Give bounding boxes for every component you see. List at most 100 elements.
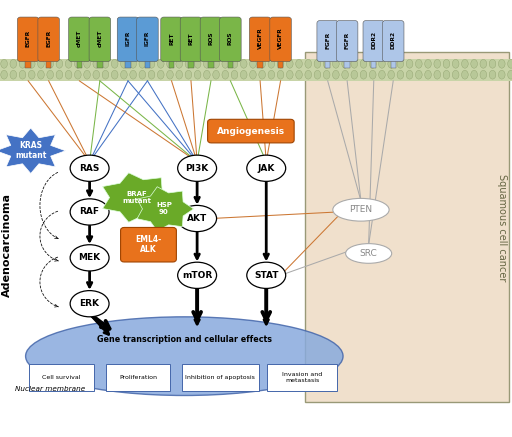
Ellipse shape xyxy=(176,59,182,68)
Text: RAS: RAS xyxy=(79,164,100,173)
Ellipse shape xyxy=(507,70,512,79)
Ellipse shape xyxy=(70,199,109,225)
FancyBboxPatch shape xyxy=(391,59,396,68)
Ellipse shape xyxy=(388,59,394,68)
Ellipse shape xyxy=(130,59,136,68)
Ellipse shape xyxy=(379,70,385,79)
Text: ROS: ROS xyxy=(228,32,233,45)
Text: VEGFR: VEGFR xyxy=(278,28,283,49)
Ellipse shape xyxy=(130,70,136,79)
Ellipse shape xyxy=(37,70,44,79)
Ellipse shape xyxy=(1,59,7,68)
FancyBboxPatch shape xyxy=(38,17,59,62)
Ellipse shape xyxy=(66,59,72,68)
FancyBboxPatch shape xyxy=(305,52,509,402)
FancyBboxPatch shape xyxy=(188,59,194,68)
Ellipse shape xyxy=(480,59,486,68)
FancyBboxPatch shape xyxy=(200,17,222,62)
Ellipse shape xyxy=(47,70,54,79)
Ellipse shape xyxy=(259,70,265,79)
Text: ERK: ERK xyxy=(79,299,100,308)
Text: cMET: cMET xyxy=(77,30,82,47)
FancyBboxPatch shape xyxy=(208,119,294,143)
Ellipse shape xyxy=(342,70,348,79)
Ellipse shape xyxy=(351,59,357,68)
Ellipse shape xyxy=(268,59,274,68)
Ellipse shape xyxy=(471,59,477,68)
FancyBboxPatch shape xyxy=(325,59,330,68)
Text: IGFR: IGFR xyxy=(145,31,150,46)
Ellipse shape xyxy=(139,70,145,79)
Ellipse shape xyxy=(388,70,394,79)
Ellipse shape xyxy=(379,59,385,68)
Text: cMET: cMET xyxy=(97,30,102,47)
Ellipse shape xyxy=(268,70,274,79)
Ellipse shape xyxy=(213,59,220,68)
Ellipse shape xyxy=(296,70,302,79)
Ellipse shape xyxy=(296,59,302,68)
Ellipse shape xyxy=(203,59,210,68)
Ellipse shape xyxy=(452,59,459,68)
FancyBboxPatch shape xyxy=(29,364,94,391)
FancyBboxPatch shape xyxy=(267,364,337,391)
Ellipse shape xyxy=(185,59,191,68)
Ellipse shape xyxy=(166,70,173,79)
Polygon shape xyxy=(102,173,176,222)
Text: PTEN: PTEN xyxy=(349,205,373,214)
Ellipse shape xyxy=(93,59,99,68)
Text: Squamous cell cancer: Squamous cell cancer xyxy=(497,173,507,281)
Text: RET: RET xyxy=(169,32,174,45)
FancyBboxPatch shape xyxy=(89,17,111,62)
Text: RET: RET xyxy=(188,32,194,45)
Ellipse shape xyxy=(443,70,450,79)
Ellipse shape xyxy=(259,59,265,68)
FancyBboxPatch shape xyxy=(77,59,82,68)
Ellipse shape xyxy=(425,59,431,68)
Ellipse shape xyxy=(360,70,367,79)
Ellipse shape xyxy=(507,59,512,68)
Polygon shape xyxy=(0,128,66,173)
Ellipse shape xyxy=(28,70,35,79)
FancyBboxPatch shape xyxy=(97,59,102,68)
Ellipse shape xyxy=(222,70,228,79)
FancyBboxPatch shape xyxy=(382,21,404,62)
FancyBboxPatch shape xyxy=(69,17,90,62)
Ellipse shape xyxy=(360,59,367,68)
Ellipse shape xyxy=(397,59,403,68)
Ellipse shape xyxy=(462,70,468,79)
Text: AKT: AKT xyxy=(187,214,207,223)
Ellipse shape xyxy=(452,70,459,79)
Ellipse shape xyxy=(278,59,284,68)
FancyBboxPatch shape xyxy=(278,59,283,68)
Text: Gene transcription and cellular effects: Gene transcription and cellular effects xyxy=(97,335,272,344)
Text: EGFR: EGFR xyxy=(26,30,31,47)
Text: FGFR: FGFR xyxy=(345,32,350,49)
Ellipse shape xyxy=(1,70,7,79)
Ellipse shape xyxy=(351,70,357,79)
Ellipse shape xyxy=(480,70,486,79)
Ellipse shape xyxy=(70,291,109,317)
Ellipse shape xyxy=(333,59,339,68)
Ellipse shape xyxy=(74,59,81,68)
Text: BRAF
mutant: BRAF mutant xyxy=(123,191,152,204)
FancyBboxPatch shape xyxy=(208,59,214,68)
Ellipse shape xyxy=(489,70,496,79)
Text: DDR2: DDR2 xyxy=(391,31,396,49)
Ellipse shape xyxy=(178,155,217,181)
FancyBboxPatch shape xyxy=(220,17,241,62)
Ellipse shape xyxy=(407,70,413,79)
Ellipse shape xyxy=(324,70,330,79)
Text: RAF: RAF xyxy=(79,208,100,216)
Ellipse shape xyxy=(222,59,228,68)
Ellipse shape xyxy=(231,70,238,79)
FancyBboxPatch shape xyxy=(371,59,376,68)
Ellipse shape xyxy=(102,59,109,68)
Ellipse shape xyxy=(93,70,99,79)
Ellipse shape xyxy=(28,59,35,68)
Text: VEGFR: VEGFR xyxy=(258,28,263,49)
Ellipse shape xyxy=(342,59,348,68)
Text: HSP
90: HSP 90 xyxy=(156,202,172,215)
Ellipse shape xyxy=(111,70,118,79)
FancyBboxPatch shape xyxy=(117,17,139,62)
Text: Angiogenesis: Angiogenesis xyxy=(217,127,285,135)
